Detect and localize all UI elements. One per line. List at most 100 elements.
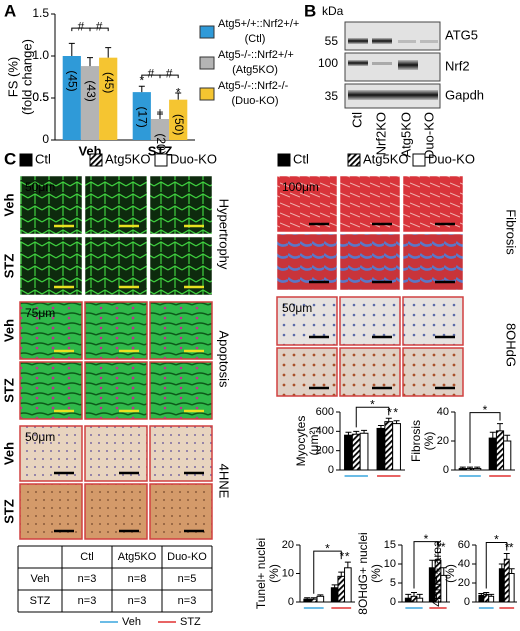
error-bar [87,57,93,67]
y-tick-label: 20 [282,539,294,551]
legend-label: Atg5KO [363,151,409,166]
legend-swatch [199,56,215,70]
y-tick-label: 1.0 [32,48,49,62]
error-bar [503,553,510,560]
y-axis-label: 4HNE+ area [430,540,444,607]
legend-label: Ctl [35,151,51,166]
error-bar [310,597,317,600]
micrograph [149,301,213,360]
legend-label: Duo-KO [428,151,475,166]
legend-label: STZ [180,616,201,628]
y-axis-label: FS (%) [5,57,20,97]
table-cell: n=3 [128,595,147,607]
error-bar [317,594,324,597]
bar [384,421,394,471]
bar [508,573,515,603]
bar [488,595,495,603]
table-cell: n=8 [128,573,147,585]
error-bar [411,592,417,597]
micrograph [149,361,213,420]
treatment-label: STZ [1,499,16,524]
annotation: * [139,73,144,87]
annotation: * [424,532,429,546]
bar [410,595,418,603]
micrograph [19,301,83,360]
scale-label: 75μm [25,306,55,320]
micrograph [339,233,401,291]
legend-label: Atg5-/-::Nrf2-/- [218,80,289,92]
y-tick-label: 0 [42,132,49,146]
annotation: * [387,405,392,419]
annotation: * [505,541,510,555]
bracket [485,542,508,589]
y-axis-label: 8OHdG+ nuclei [356,532,370,614]
scale-label: 50μm [25,430,55,444]
annotation: * [340,549,345,563]
scale-label: 50μm [25,180,55,194]
annotation: + [156,105,163,119]
scale-label: 50μm [282,301,312,315]
annotation: * [370,397,375,411]
blot-unit: kDa [322,4,344,18]
lane-label: Atg5KO [398,112,413,158]
bar [330,587,339,603]
micrograph [149,175,213,235]
y-tick-label: 10 [282,567,294,579]
legend-label: Ctl [293,151,309,166]
micrograph [84,361,148,420]
annotation: # [96,19,103,33]
annotation: * [436,540,441,554]
error-bar [504,434,511,441]
legend-swatch [199,25,215,39]
y-tick-label: 15 [384,539,396,551]
micrograph [84,175,148,235]
bar [495,430,505,471]
marker-label: 55 [325,34,339,48]
table-cell: Veh [31,573,50,585]
legend-label: (Ctl) [245,33,266,45]
y-tick-label: 0 [288,596,294,608]
y-tick-label: 40 [458,558,470,570]
error-bar [440,567,447,576]
annotation: * [325,541,330,555]
y-axis-label: Tunel+ nuclei [254,538,268,609]
bar [150,119,170,140]
table-cell: STZ [30,595,51,607]
stain-label: Apoptosis [217,330,232,388]
y-tick-label: 0 [464,596,470,608]
protein-label: ATG5 [445,27,478,42]
bar [488,437,497,471]
annotation: # [78,19,85,33]
micrograph [84,236,148,296]
annotation: # [148,66,155,80]
bar [503,440,512,471]
bar [473,468,482,471]
y-axis-label: Fibrosis [409,420,423,462]
annotation: * [393,405,398,419]
treatment-label: STZ [1,254,16,279]
bar [344,567,352,603]
bar [351,433,361,471]
annotation: * [345,549,350,563]
protein-label: Gapdh [445,87,484,102]
error-bar [345,431,352,436]
bar [392,423,401,471]
table-cell: n=3 [78,573,97,585]
error-bar [175,92,182,100]
error-bar [377,425,384,429]
panel-label: B [304,1,316,20]
y-axis-label: (%) [443,564,457,583]
legend-label: Atg5-/-::Nrf2+/+ [218,49,294,61]
error-bar [157,113,163,119]
bar [169,99,188,140]
legend-swatch [347,153,361,167]
error-bar [429,559,436,568]
micrograph [276,233,338,291]
lane-label: Nrf2KO [373,112,388,155]
marker-label: 100 [318,56,338,70]
micrograph [402,175,464,233]
error-bar [508,568,515,574]
annotation: * [509,541,514,555]
bar [416,597,424,603]
